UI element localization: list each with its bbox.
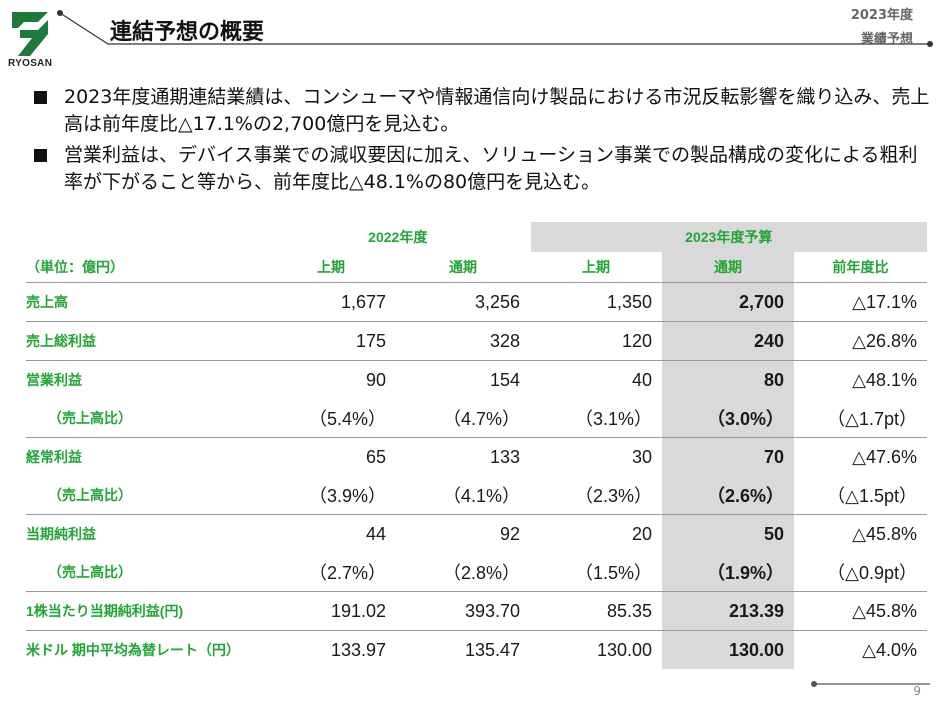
cell-fy-2023: 50 [662, 514, 794, 553]
cell-fy-2023: 80 [662, 360, 794, 399]
cell-h1-2022: 1,677 [266, 282, 396, 322]
table-row: 米ドル 期中平均為替レート（円） 133.97 135.47 130.00 13… [26, 630, 927, 669]
table-row: 当期純利益 44 92 20 50 △45.8% [26, 514, 927, 553]
table-row: 1株当たり当期純利益(円) 191.02 393.70 85.35 213.39… [26, 591, 927, 631]
cell-yoy: △48.1% [852, 369, 917, 390]
summary-bullets: 2023年度通期連結業績は、コンシューマや情報通信向け製品における市況反転影響を… [34, 84, 934, 200]
cell-fy-2022: 133 [489, 446, 520, 467]
cell-fy-2022: 328 [396, 321, 530, 361]
cell-yoy: △4.0% [862, 639, 917, 660]
bullet-item: 営業利益は、デバイス事業での減収要因に加え、ソリューション事業での製品構成の変化… [34, 142, 934, 196]
cell-h1-2023: （2.3%） [530, 476, 662, 515]
cell-h1-2022: 175 [266, 321, 396, 361]
cell-yoy: （△1.5pt） [794, 476, 927, 515]
row-label: （売上高比） [26, 399, 266, 438]
cell-h1-2022: （3.9%） [266, 476, 396, 515]
cell-h1-2022: 44 [365, 523, 386, 544]
row-label: 売上総利益 [26, 321, 266, 361]
cell-yoy: △45.8% [852, 523, 917, 544]
unit-label: （単位：億円） [26, 252, 266, 283]
cell-yoy: △45.8% [794, 591, 927, 631]
group-header-2023: 2023年度予算 [529, 222, 927, 252]
cell-h1-2022: （5.4%） [266, 399, 396, 438]
cell-h1-2023: 1,350 [530, 282, 662, 322]
row-label: 経常利益 [26, 449, 82, 465]
cell-fy-2023: （1.9%） [662, 553, 794, 592]
cell-fy-2022: （4.1%） [396, 476, 530, 515]
badge-year: 2023年度 [850, 8, 913, 23]
cell-h1-2023: 120 [530, 321, 662, 361]
cell-h1-2022: 191.02 [266, 591, 396, 631]
table-row: （売上高比） （3.9%） （4.1%） （2.3%） （2.6%） （△1.5… [26, 476, 927, 515]
cell-h1-2023: 30 [631, 446, 652, 467]
cell-h1-2023: 85.35 [530, 591, 662, 631]
cell-fy-2023: 213.39 [662, 591, 794, 631]
cell-yoy: △47.6% [852, 446, 917, 467]
logo-text: RYOSAN [8, 58, 53, 69]
cell-fy-2022: （2.8%） [396, 553, 530, 592]
cell-h1-2023: 20 [631, 523, 652, 544]
cell-yoy: △26.8% [794, 321, 927, 361]
table-row: 経常利益 65 133 30 70 △47.6% [26, 437, 927, 476]
period-badge: 2023年度 業績予想 [803, 4, 913, 52]
bullet-text: 2023年度通期連結業績は、コンシューマや情報通信向け製品における市況反転影響を… [64, 86, 930, 135]
cell-h1-2023: （1.5%） [530, 553, 662, 592]
header-divider [57, 10, 933, 47]
group-header-2022: 2022年度 [368, 229, 428, 245]
page-number: 9 [913, 684, 921, 698]
forecast-table: 2022年度 2023年度予算 （単位：億円） 上期 通期 上期 通期 前年度比… [26, 222, 927, 669]
row-label: （売上高比） [26, 553, 266, 592]
row-label: （売上高比） [26, 476, 266, 515]
cell-h1-2023: （3.1%） [530, 399, 662, 438]
cell-h1-2022: 90 [365, 369, 386, 390]
cell-yoy: △17.1% [794, 282, 927, 322]
table-row: （売上高比） （5.4%） （4.7%） （3.1%） （3.0%） （△1.7… [26, 399, 927, 438]
ryosan-logo-icon [12, 12, 48, 56]
cell-h1-2022: （2.7%） [266, 553, 396, 592]
cell-fy-2023: 70 [662, 437, 794, 476]
bullet-text: 営業利益は、デバイス事業での減収要因に加え、ソリューション事業での製品構成の変化… [64, 144, 918, 193]
cell-fy-2022: 393.70 [396, 591, 530, 631]
cell-fy-2022: 3,256 [396, 282, 530, 322]
row-label: 営業利益 [26, 372, 82, 388]
cell-h1-2023: 40 [631, 369, 652, 390]
cell-fy-2022: 92 [499, 523, 520, 544]
col-header-yoy: 前年度比 [794, 252, 927, 283]
row-label: 当期純利益 [26, 526, 96, 542]
row-label: 1株当たり当期純利益(円) [26, 591, 266, 631]
page-title: 連結予想の概要 [110, 20, 265, 45]
cell-fy-2022: 154 [489, 369, 520, 390]
cell-fy-2023: （2.6%） [662, 476, 794, 515]
col-header-fy-2022: 通期 [396, 252, 530, 283]
row-label: 米ドル 期中平均為替レート（円） [26, 642, 240, 658]
cell-yoy: （△1.7pt） [794, 399, 927, 438]
col-header-h1-2023: 上期 [530, 252, 662, 283]
cell-h1-2023: 130.00 [596, 639, 652, 660]
table-row: 営業利益 90 154 40 80 △48.1% [26, 360, 927, 399]
cell-fy-2022: （4.7%） [396, 399, 530, 438]
table-row: 売上高 1,677 3,256 1,350 2,700 △17.1% [26, 282, 927, 322]
table-row: 売上総利益 175 328 120 240 △26.8% [26, 321, 927, 361]
cell-h1-2022: 65 [365, 446, 386, 467]
footer-divider [811, 681, 930, 687]
col-header-fy-2023: 通期 [662, 252, 794, 283]
badge-label: 業績予想 [860, 32, 913, 47]
cell-h1-2022: 133.97 [330, 639, 386, 660]
bullet-item: 2023年度通期連結業績は、コンシューマや情報通信向け製品における市況反転影響を… [34, 84, 934, 138]
bullet-square-icon [34, 149, 47, 162]
table-row: （売上高比） （2.7%） （2.8%） （1.5%） （1.9%） （△0.9… [26, 553, 927, 592]
cell-fy-2023: （3.0%） [662, 399, 794, 438]
cell-fy-2023: 2,700 [662, 282, 794, 322]
row-label: 売上高 [26, 282, 266, 322]
cell-fy-2023: 130.00 [662, 630, 794, 669]
cell-fy-2023: 240 [662, 321, 794, 361]
cell-fy-2022: 135.47 [464, 639, 520, 660]
col-header-h1-2022: 上期 [266, 252, 396, 283]
bullet-square-icon [34, 91, 47, 104]
cell-yoy: （△0.9pt） [794, 553, 927, 592]
